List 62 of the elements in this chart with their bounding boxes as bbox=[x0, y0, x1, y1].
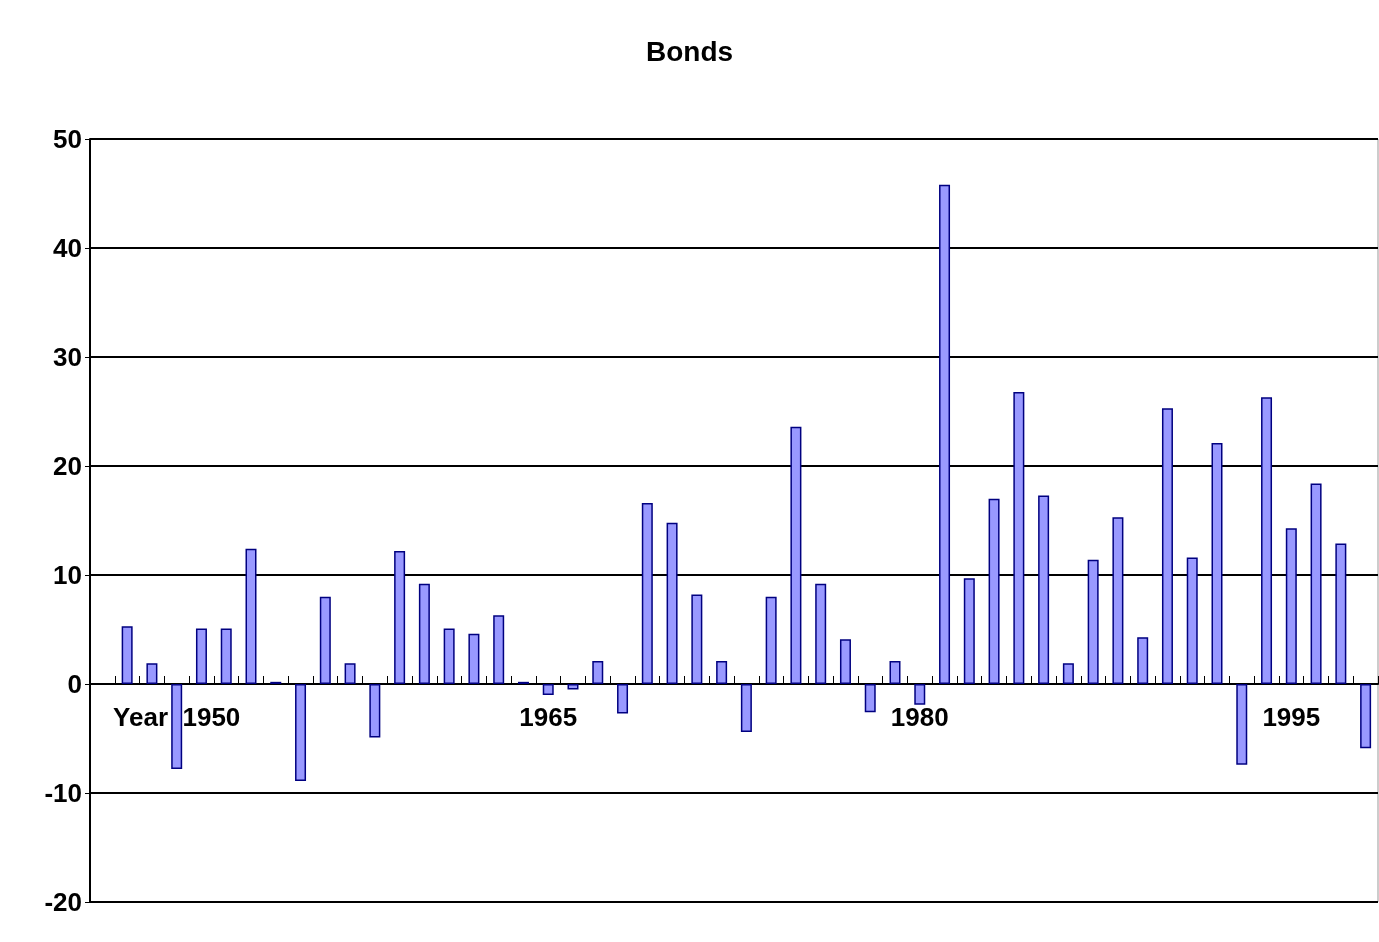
x-tick-label: 1965 bbox=[519, 702, 578, 732]
y-tick-label: 0 bbox=[67, 669, 82, 699]
bar bbox=[765, 596, 777, 684]
bar bbox=[839, 639, 851, 684]
bar bbox=[815, 583, 827, 684]
bar bbox=[641, 503, 653, 684]
bar bbox=[1013, 391, 1025, 684]
bar bbox=[493, 615, 505, 684]
bar bbox=[939, 184, 951, 684]
y-tick-label: -20 bbox=[44, 887, 82, 917]
bar bbox=[592, 661, 604, 684]
bar bbox=[963, 578, 975, 684]
bar bbox=[1285, 528, 1297, 684]
bar bbox=[1186, 557, 1198, 684]
bar bbox=[245, 548, 257, 684]
bar bbox=[1087, 559, 1099, 684]
bar bbox=[295, 684, 307, 782]
bar bbox=[666, 522, 678, 684]
bar bbox=[146, 663, 158, 684]
bar bbox=[443, 628, 455, 684]
bar bbox=[914, 684, 926, 705]
bar bbox=[1038, 495, 1050, 684]
y-tick-label: 30 bbox=[53, 342, 82, 372]
bar bbox=[344, 663, 356, 684]
bar bbox=[567, 684, 579, 690]
bar bbox=[1062, 663, 1074, 684]
bar bbox=[468, 633, 480, 684]
bar bbox=[1360, 684, 1372, 749]
bar bbox=[121, 626, 133, 684]
bar bbox=[542, 684, 554, 695]
x-tick-label: 1995 bbox=[1262, 702, 1321, 732]
bar bbox=[319, 596, 331, 684]
bar bbox=[1112, 517, 1124, 684]
bar bbox=[864, 684, 876, 713]
bar bbox=[691, 594, 703, 684]
bar bbox=[617, 684, 629, 714]
bar bbox=[889, 661, 901, 684]
x-tick-label: 1980 bbox=[890, 702, 949, 732]
bar bbox=[1236, 684, 1248, 765]
bar bbox=[1261, 397, 1273, 684]
bar bbox=[418, 583, 430, 684]
bar bbox=[1161, 408, 1173, 684]
bar bbox=[394, 551, 406, 684]
bar bbox=[1211, 443, 1223, 684]
y-tick-label: 10 bbox=[53, 560, 82, 590]
chart-title: Bonds bbox=[645, 35, 734, 67]
bar bbox=[220, 628, 232, 684]
bar bbox=[790, 426, 802, 684]
bar bbox=[369, 684, 381, 738]
bar bbox=[716, 661, 728, 684]
bar bbox=[1335, 543, 1347, 684]
y-tick-label: -10 bbox=[44, 778, 82, 808]
bar bbox=[1310, 483, 1322, 684]
y-tick-label: 50 bbox=[53, 124, 82, 154]
bar bbox=[1137, 637, 1149, 684]
bar bbox=[740, 684, 752, 732]
y-tick-label: 20 bbox=[53, 451, 82, 481]
bar bbox=[195, 628, 207, 684]
bar bbox=[988, 498, 1000, 684]
bar bbox=[171, 684, 183, 770]
x-tick-label: Year 1950 bbox=[113, 702, 241, 732]
y-tick-label: 40 bbox=[53, 233, 82, 263]
